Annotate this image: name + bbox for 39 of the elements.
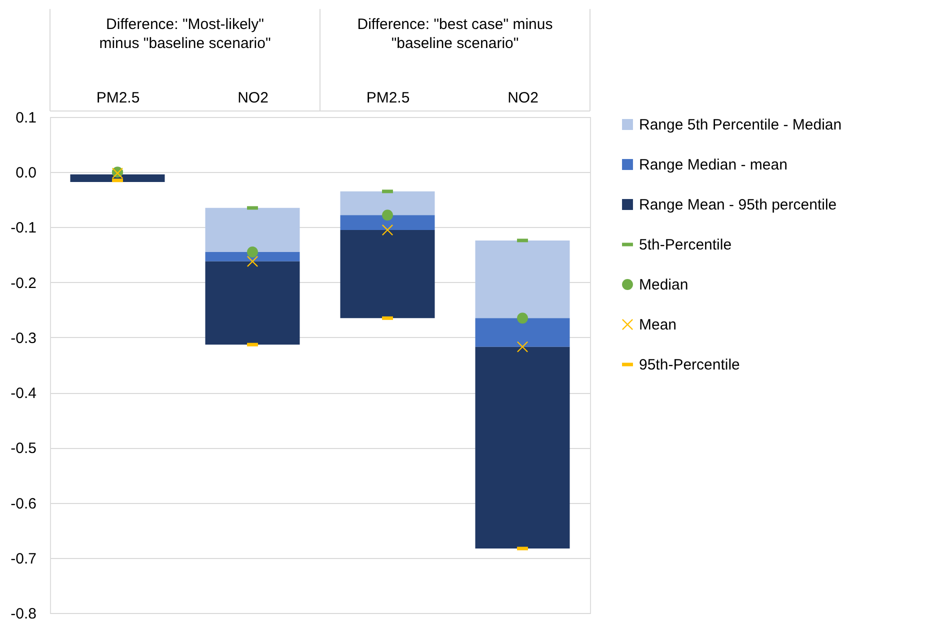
point: [247, 246, 258, 258]
text: Difference: "Most-likely" minus "baseline scenario": [99, 16, 271, 52]
point: [247, 256, 258, 267]
bar: [475, 318, 570, 347]
legend-label: Range Median - mean: [639, 156, 788, 174]
legend-label: Range Mean - 95th percentile: [639, 196, 837, 214]
x-tick-label: NO2: [508, 90, 538, 106]
y-tick-label: -0.8: [10, 606, 36, 622]
legend-label: 5th-Percentile: [639, 236, 732, 254]
legend-label: Median: [639, 276, 688, 294]
y-tick-label: -0.6: [10, 495, 36, 512]
y-tick-label: -0.2: [10, 274, 36, 292]
point: [517, 312, 528, 324]
bar: [205, 261, 300, 345]
y-tick-label: -0.5: [10, 440, 36, 458]
legend-label: Range 5th Percentile - Median: [639, 116, 842, 134]
text: Difference: "best case" minus "baseline scenario": [357, 16, 553, 52]
x-tick-label: NO2: [238, 90, 268, 106]
bar: [340, 215, 435, 230]
bar: [340, 230, 435, 318]
x-tick-label: PM2.5: [96, 90, 140, 106]
bar: [205, 252, 300, 262]
legend-label: Mean: [639, 316, 677, 334]
y-tick-label: -0.4: [10, 385, 36, 402]
point: [382, 224, 393, 236]
point: [382, 210, 393, 221]
y-tick-label: -0.1: [10, 220, 36, 237]
bar: [475, 346, 570, 549]
y-tick-label: -0.3: [10, 330, 36, 347]
legend-label: 95th-Percentile: [639, 356, 740, 374]
y-tick-label: -0.7: [10, 550, 36, 568]
x-tick-label: PM2.5: [366, 90, 410, 106]
point: [517, 341, 528, 352]
bar: [70, 174, 165, 182]
y-tick-label: 0.0: [16, 164, 36, 182]
bar: [340, 191, 435, 216]
bar: [205, 208, 300, 252]
y-tick-label: 0.1: [16, 110, 36, 126]
bar: [475, 240, 570, 318]
